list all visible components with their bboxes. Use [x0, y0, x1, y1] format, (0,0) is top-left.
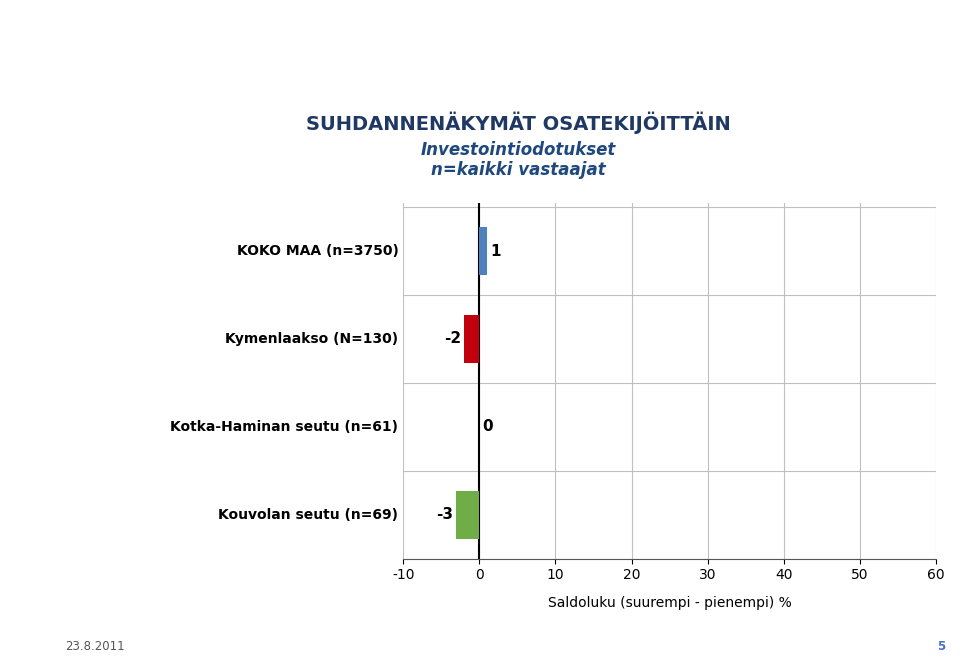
Text: Kouvolan seutu (n=69): Kouvolan seutu (n=69): [218, 507, 398, 521]
Bar: [464, 315, 479, 363]
Text: 1: 1: [490, 243, 500, 259]
Text: 23.8.2011: 23.8.2011: [65, 640, 125, 653]
Text: n=kaikki vastaajat: n=kaikki vastaajat: [431, 160, 606, 179]
Bar: [457, 491, 479, 539]
Text: Kotka-Haminan seutu (n=61): Kotka-Haminan seutu (n=61): [170, 420, 398, 434]
Text: -3: -3: [437, 507, 453, 522]
Text: Kymenlaakso (N=130): Kymenlaakso (N=130): [226, 332, 398, 346]
Text: 5: 5: [937, 640, 946, 653]
Text: -2: -2: [444, 331, 461, 346]
X-axis label: Saldoluku (suurempi - pienempi) %: Saldoluku (suurempi - pienempi) %: [548, 597, 791, 610]
Bar: [479, 227, 487, 275]
Text: 0: 0: [482, 420, 493, 434]
Text: Investointiodotukset: Investointiodotukset: [420, 140, 616, 159]
Text: SUHDANNENÄKYMÄT OSATEKIJÖITTÄIN: SUHDANNENÄKYMÄT OSATEKIJÖITTÄIN: [306, 112, 731, 134]
Text: KOKO MAA (n=3750): KOKO MAA (n=3750): [236, 244, 398, 258]
